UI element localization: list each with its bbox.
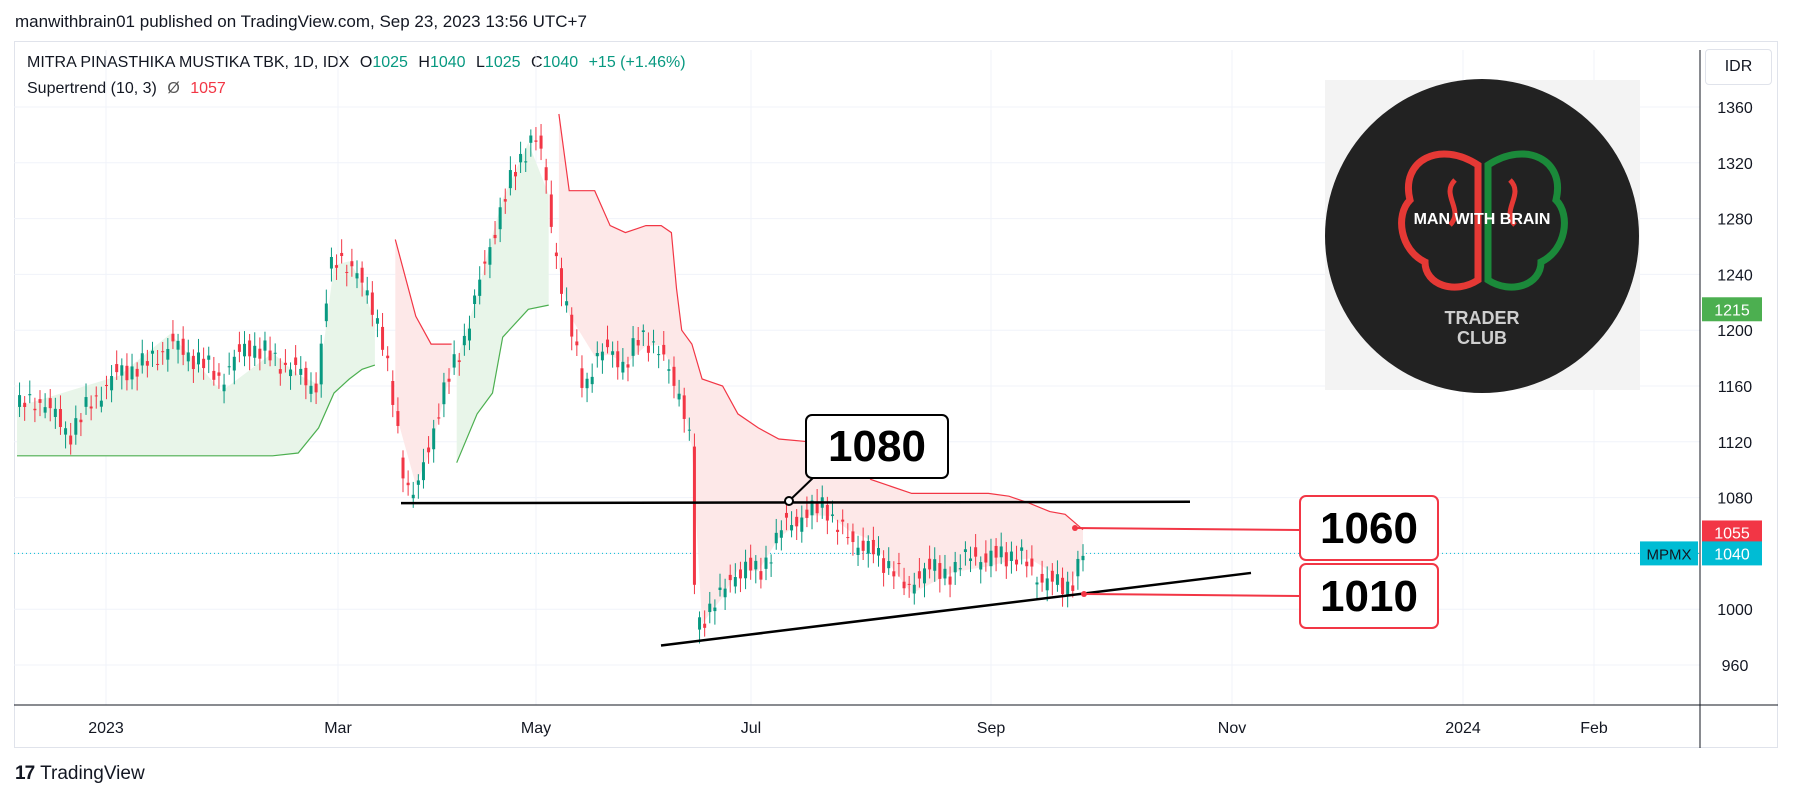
chart-frame (14, 41, 1778, 748)
currency-button[interactable]: IDR (1705, 49, 1772, 85)
publish-caption: manwithbrain01 published on TradingView.… (15, 12, 587, 31)
indicator-legend[interactable]: Supertrend (10, 3) Ø 1057 (27, 80, 232, 98)
brain-icon (1398, 150, 1568, 291)
ohlc-change: +15 (+1.46%) (588, 54, 686, 71)
svg-text:1010: 1010 (1320, 572, 1418, 621)
ohlc-open: O1025 (359, 54, 408, 71)
ohlc-high: H1040 (418, 54, 466, 71)
annotation-1060[interactable]: 1060 (1072, 495, 1439, 561)
indicator-name: Supertrend (10, 3) (27, 80, 157, 97)
logo-line3: CLUB (1457, 328, 1507, 348)
annotation-1080[interactable]: 1080 (784, 414, 949, 506)
man-with-brain-logo: MAN WITH BRAIN TRADER CLUB (1325, 79, 1640, 393)
logo-line1: MAN WITH BRAIN (1414, 211, 1551, 228)
indicator-value: 1057 (190, 80, 226, 97)
logo-line2: TRADER (1445, 308, 1520, 328)
annotation-1010[interactable]: 1010 (1081, 563, 1439, 629)
indicator-symbol: Ø (167, 80, 180, 97)
svg-text:1060: 1060 (1320, 504, 1418, 553)
svg-text:1080: 1080 (828, 422, 926, 471)
ohlc-close: C1040 (530, 54, 579, 71)
symbol-line: MITRA PINASTHIKA MUSTIKA TBK, 1D, IDX (27, 54, 350, 71)
symbol-legend: MITRA PINASTHIKA MUSTIKA TBK, 1D, IDX O1… (27, 54, 692, 72)
footer-brand: TradingView (40, 763, 145, 784)
tradingview-footer[interactable]: 17 TradingView (15, 763, 145, 785)
tradingview-logo-icon: 17 (15, 763, 35, 784)
ohlc-low: L1025 (476, 54, 521, 71)
